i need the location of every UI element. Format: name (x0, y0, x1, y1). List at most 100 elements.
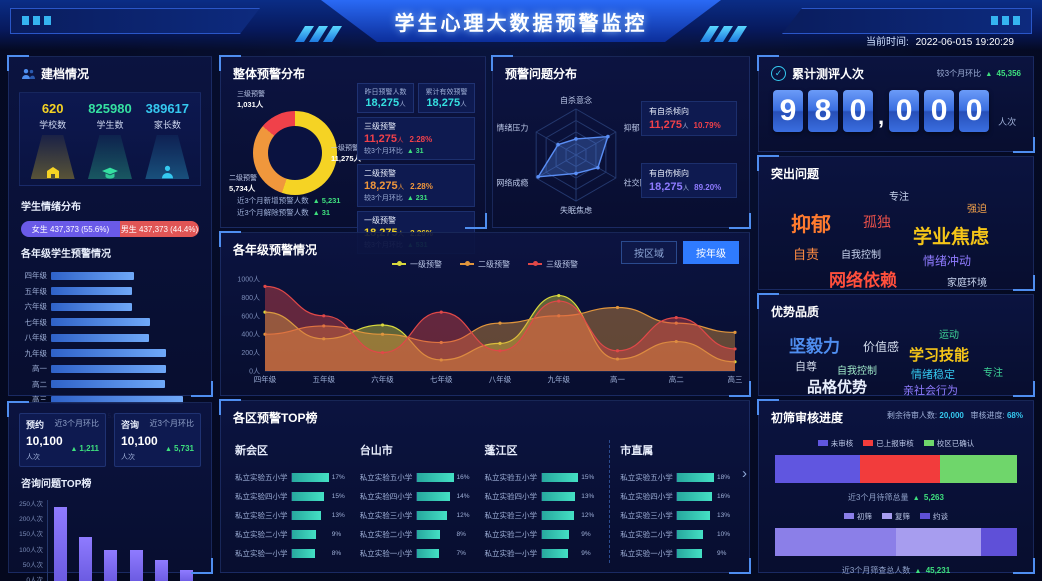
legend-item-三级预警: 三级预警 (528, 259, 578, 270)
graduation-cap-icon (87, 135, 132, 179)
region-bar (416, 492, 450, 501)
assess-counter-panel: ✓ 累计测评人次 较3个月环比 ▲ 45,356 9 8 0, 0 0 0 人次 (757, 55, 1035, 153)
cloud-word-情绪稳定: 情绪稳定 (911, 369, 955, 381)
region-group-title: 新会区 (235, 445, 268, 457)
donut-footer-row: 近3个月新增预警人数 ▲ 5,231 (237, 195, 341, 205)
header-banner: 学生心理大数据预警监控 当前时间: 2022-06-015 19:20:29 (0, 0, 1042, 50)
stat-card-value: 10,100人次 (26, 434, 63, 461)
stacked-segment (775, 528, 896, 556)
region-bar-value: 9% (581, 550, 591, 557)
region-bar-row: 私立实验四小学 14% (360, 487, 475, 506)
flip-digit: 9 (773, 90, 803, 132)
region-bar (541, 473, 579, 482)
filter-by-grade-button[interactable]: 按年级 (683, 241, 739, 264)
grade-bar (51, 271, 134, 280)
grade-bar-row: 高三 (21, 392, 199, 408)
archive-stat-label: 学校数 (39, 120, 67, 130)
region-bar-value: 9% (717, 550, 727, 557)
school-label: 私立实验一小学 (484, 549, 538, 558)
svg-text:高三: 高三 (728, 374, 743, 384)
review-stats: 剩余待审人数: 20,000 审核进度: 68% (886, 411, 1023, 420)
next-page-chevron-icon[interactable]: › (742, 465, 747, 482)
school-label: 私立实验四小学 (484, 492, 538, 501)
cloud-word-专注: 专注 (983, 368, 1003, 379)
problem-word-cloud: 专注 强迫 抑郁 孤独 学业焦虑 自责 自我控制 情绪冲动 网络依赖 家庭环境 (771, 186, 1021, 292)
region-bar-value: 8% (331, 550, 342, 557)
consult-bar (104, 549, 118, 581)
emotion-distribution-bar: 女生 437,373 (55.6%) 男生 437,373 (44.4%) (21, 221, 199, 237)
filter-by-region-button[interactable]: 按区域 (621, 241, 677, 264)
legend-item-一级预警: 一级预警 (392, 259, 442, 270)
stat-card-trend-label: 近3个月环比 (54, 419, 99, 428)
svg-text:社交障碍: 社交障碍 (624, 178, 655, 188)
region-bar (677, 549, 702, 558)
tick-label: 150人次 (19, 531, 43, 539)
region-bar-row: 私立实验一小学 9% (620, 544, 735, 563)
region-bar-value: 15% (581, 474, 595, 481)
trend-panel-title: 各年级预警情况 (233, 243, 318, 257)
donut-footer-row: 近3个月解除预警人数 ▲ 31 (237, 207, 331, 217)
grade-bar-label: 高一 (32, 364, 47, 374)
region-bar (292, 492, 324, 501)
region-panel-title: 各区预警TOP榜 (233, 411, 318, 425)
stat-card-trend-label: 近3个月环比 (149, 419, 194, 428)
radar-stat-card-0: 有自杀倾向 11,275人 10.79% (641, 101, 737, 136)
stacked-segment (859, 455, 940, 483)
region-bar (292, 473, 329, 482)
school-label: 私立实验三小学 (620, 511, 673, 520)
region-bar (677, 530, 703, 539)
cloud-word-自尊: 自尊 (795, 361, 817, 373)
stat-card-0: 预约 近3个月环比 10,100人次 ▲ 1,211 (19, 413, 106, 467)
review-stacked-bar-2 (775, 528, 1017, 556)
region-bar-value: 16% (456, 474, 470, 481)
flip-digit: 0 (959, 90, 990, 132)
region-bar-row: 私立实验二小学 9% (485, 525, 600, 544)
region-bar-row: 私立实验五小学 15% (485, 468, 600, 487)
region-bar-row: 私立实验三小学 12% (360, 506, 475, 525)
check-circle-icon: ✓ (771, 66, 786, 81)
svg-text:九年级: 九年级 (548, 374, 571, 384)
consult-bar (129, 549, 143, 581)
svg-text:200人: 200人 (241, 349, 260, 357)
up-arrow-icon: ▲ (912, 495, 920, 502)
donut-label-二级预警: 二级预警 5,734人 (229, 175, 257, 193)
region-bar-value: 8% (456, 531, 466, 538)
archive-stat-value: 825980 (88, 101, 132, 116)
consult-top-chart-title: 咨询问题TOP榜 (21, 479, 92, 490)
cloud-word-亲社会行为: 亲社会行为 (903, 385, 958, 397)
archive-stat-2: 389617 家长数 (139, 101, 196, 179)
region-bar (677, 511, 710, 520)
consult-yticks: 250人次 200人次 150人次 100人次 50人次 0人次 (15, 498, 43, 581)
region-bar (677, 492, 713, 501)
region-top-panel: 各区预警TOP榜 新会区 私立实验五小学 17% 私立实验四小学 15% 私立实验三小学 1… (219, 399, 751, 574)
current-time-value: 2022-06-015 19:20:29 (915, 37, 1014, 48)
overall-box: 累计有效预警 18,275人 (418, 83, 475, 113)
region-bar-row: 私立实验三小学 12% (485, 506, 600, 525)
cloud-word-自我控制: 自我控制 (837, 366, 877, 377)
grade-bar (51, 318, 151, 327)
region-bar (416, 473, 454, 482)
grade-bar-row: 七年级 (21, 315, 199, 331)
overall-box: 昨日预警人数 18,275人 (357, 83, 414, 113)
stacked-segment (939, 455, 1017, 483)
overall-stats-column: 昨日预警人数 18,275人 累计有效预警 18,275人 三级预警 11,275人 2.… (357, 83, 475, 254)
region-bar-value: 13% (331, 512, 345, 519)
stacked-segment (775, 455, 860, 483)
cloud-word-坚毅力: 坚毅力 (789, 337, 840, 356)
donut-label-一级预警: 一级预警 11,275人 (331, 145, 362, 163)
svg-text:自杀意念: 自杀意念 (560, 95, 592, 105)
consult-panel: 预约 近3个月环比 10,100人次 ▲ 1,211 咨询 近3个月环比 10,100人… (7, 401, 213, 581)
archive-stat-label: 学生数 (96, 120, 124, 130)
region-bar (541, 511, 574, 520)
cloud-word-价值感: 价值感 (863, 340, 900, 354)
region-bar-row: 私立实验五小学 17% (235, 468, 350, 487)
stat-card-1: 咨询 近3个月环比 10,100人次 ▲ 5,731 (114, 413, 201, 467)
school-label: 私立实验二小学 (484, 530, 538, 539)
cloud-word-品格优势: 品格优势 (807, 379, 868, 396)
school-label: 私立实验四小学 (359, 492, 413, 501)
cloud-word-网络依赖: 网络依赖 (829, 271, 897, 290)
svg-text:600人: 600人 (241, 312, 260, 320)
grade-bar-row: 六年级 (21, 299, 199, 315)
